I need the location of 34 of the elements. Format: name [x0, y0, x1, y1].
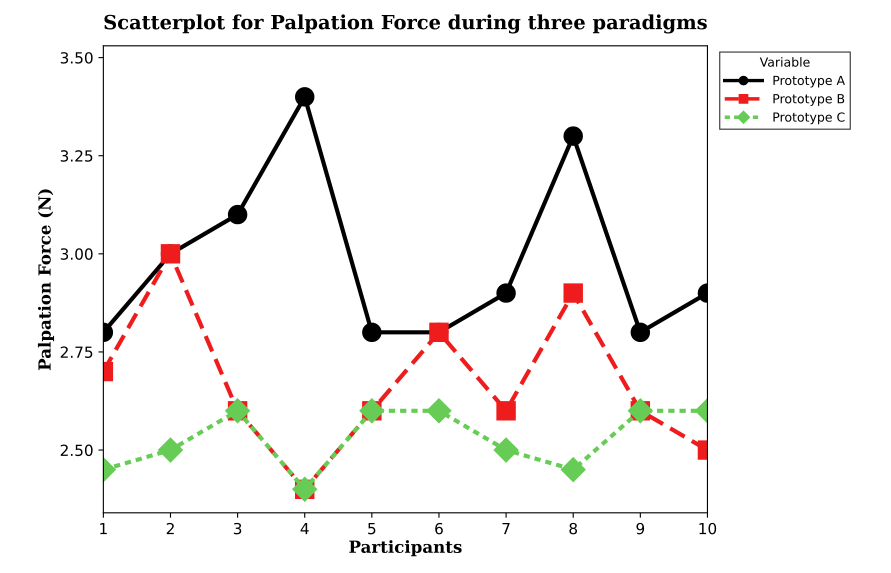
chart-title: Scatterplot for Palpation Force during three paradigms [104, 14, 707, 34]
point [494, 438, 519, 463]
x-tick-label: 10 [699, 522, 716, 534]
x-tick-label: 7 [502, 523, 510, 534]
point [426, 398, 452, 424]
legend-label: Prototype B [773, 94, 844, 106]
legend-title: Variable [760, 57, 810, 67]
x-tick-label: 9 [636, 522, 644, 534]
point [630, 322, 650, 342]
y-tick-label: 2.50 [60, 444, 93, 456]
x-axis-title: Participants [349, 540, 462, 556]
point [158, 438, 183, 463]
x-tick-label: 8 [569, 522, 578, 534]
x-tick-label: 2 [166, 522, 174, 534]
point [228, 204, 248, 224]
legend-label: Prototype A [773, 76, 845, 88]
y-axis-title: Palpation Force (N) [38, 189, 54, 370]
y-tick-label: 2.75 [60, 346, 92, 358]
y-tick-label: 3.25 [60, 150, 92, 162]
point [560, 457, 586, 482]
x-tick-label: 1 [100, 523, 107, 534]
point [563, 126, 583, 146]
x-tick-label: 4 [300, 523, 309, 534]
point [295, 87, 314, 107]
x-tick-label: 3 [234, 522, 242, 534]
x-tick-label: 6 [435, 522, 443, 534]
point [496, 401, 516, 421]
point [563, 283, 583, 303]
legend-label: Prototype C [773, 112, 845, 124]
point [362, 322, 382, 342]
x-tick-label: 5 [368, 523, 376, 534]
point [496, 283, 516, 303]
y-tick-label: 3.00 [60, 248, 93, 260]
y-tick-label: 3.50 [60, 52, 93, 64]
